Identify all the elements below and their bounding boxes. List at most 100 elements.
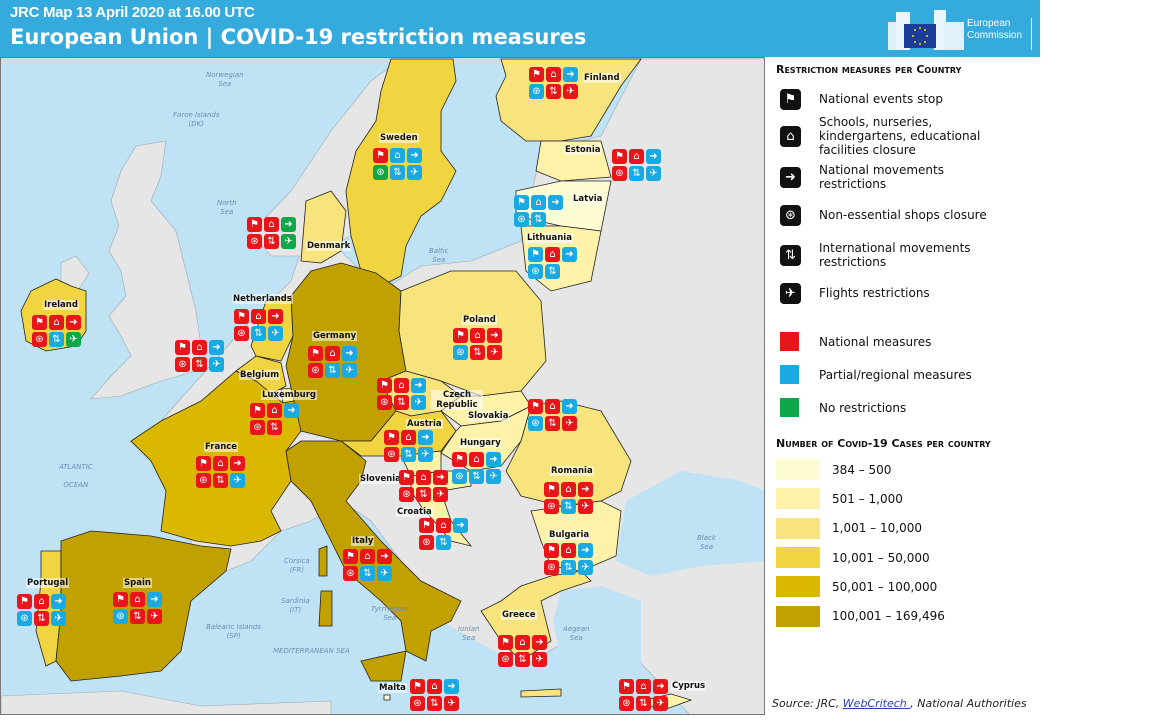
arrows-updown-icon: ⇅: [469, 469, 484, 484]
shop-icon: ⊛: [17, 611, 32, 626]
shop-icon: ⊛: [250, 420, 265, 435]
sea-label: Black Sea: [697, 534, 716, 551]
shop-icon: ⊛: [399, 487, 414, 502]
walking-person-icon: ➜: [578, 543, 593, 558]
color-swatch: [780, 365, 799, 384]
airplane-icon: ✈: [433, 487, 448, 502]
school-icon: ⌂: [545, 399, 560, 414]
events-icon: ⚑: [384, 430, 399, 445]
country-label-denmark: Denmark: [306, 241, 352, 251]
school-icon: ⌂: [213, 456, 228, 471]
arrows-updown-icon: ⇅: [561, 560, 576, 575]
airplane-icon: ✈: [653, 696, 668, 711]
measures-croatia: ⚑ ⌂ ➜ ⊛ ⇅: [419, 518, 468, 550]
legend-status-national: National measures: [776, 325, 1046, 358]
walking-person-icon: ➜: [532, 635, 547, 650]
school-icon: ⌂: [360, 549, 375, 564]
school-icon: ⌂: [49, 315, 64, 330]
country-label-france: France: [204, 442, 239, 452]
airplane-icon: ✈: [487, 345, 502, 360]
arrows-updown-icon: ⇅: [325, 363, 340, 378]
walking-person-icon: ➜: [51, 594, 66, 609]
legend-label: International movements restrictions: [819, 241, 971, 269]
measures-latvia: ⚑ ⌂ ➜ ⊛ ⇅: [514, 195, 563, 227]
sea-label: Tyrrhenian Sea: [371, 605, 409, 622]
events-icon: ⚑: [528, 399, 543, 414]
measures-czech-republic: ⚑ ⌂ ➜ ⊛ ⇅ ✈: [377, 378, 426, 410]
measures-bulgaria: ⚑ ⌂ ➜ ⊛ ⇅ ✈: [544, 543, 593, 575]
measures-france: ⚑ ⌂ ➜ ⊛ ⇅ ✈: [196, 456, 245, 488]
walking-person-icon: ➜: [411, 378, 426, 393]
events-icon: ⚑: [619, 679, 634, 694]
sea-label: MEDITERRANEAN SEA: [273, 647, 350, 655]
color-swatch: [776, 517, 820, 539]
country-label-romania: Romania: [550, 466, 594, 476]
arrows-updown-icon: ⇅: [470, 345, 485, 360]
sea-label: Sardinia (IT): [281, 597, 310, 614]
events-icon: ⚑: [234, 309, 249, 324]
measures-slovakia: ⚑ ⌂ ➜ ⊛ ⇅ ✈: [528, 399, 577, 431]
measures-slovenia: ⚑ ⌂ ➜ ⊛ ⇅ ✈: [399, 470, 448, 502]
walking-person-icon: ➜: [487, 328, 502, 343]
arrows-updown-icon: ⇅: [780, 244, 801, 266]
school-icon: ⌂: [251, 309, 266, 324]
legend-item-events: ⚑ National events stop: [776, 85, 1046, 113]
european-commission-text: European Commission: [967, 18, 1023, 41]
page-title: European Union | COVID-19 restriction me…: [10, 25, 587, 49]
measures-lithuania: ⚑ ⌂ ➜ ⊛ ⇅: [528, 247, 577, 279]
measures-ireland: ⚑ ⌂ ➜ ⊛ ⇅ ✈: [32, 315, 81, 347]
country-label-germany: Germany: [312, 331, 358, 341]
school-icon: ⌂: [394, 378, 409, 393]
shop-icon: ⊛: [498, 652, 513, 667]
events-icon: ⚑: [410, 679, 425, 694]
events-icon: ⚑: [175, 340, 190, 355]
walking-person-icon: ➜: [563, 67, 578, 82]
measures-denmark: ⚑ ⌂ ➜ ⊛ ⇅ ✈: [247, 217, 296, 249]
sea-label: Balearic Islands (SP): [206, 623, 262, 640]
airplane-icon: ✈: [578, 499, 593, 514]
country-label-belgium: Belgium: [239, 370, 281, 380]
country-malta: [383, 694, 391, 701]
country-label-latvia: Latvia: [572, 194, 604, 204]
walking-person-icon: ➜: [578, 482, 593, 497]
measures-belgium: ⚑ ⌂ ➜ ⊛ ⇅ ✈: [175, 340, 224, 372]
measures-germany: ⚑ ⌂ ➜ ⊛ ⇅ ✈: [308, 346, 357, 378]
country-label-spain: Spain: [123, 578, 152, 588]
legend-cases-title: Number of Covid-19 Cases per country: [776, 437, 991, 450]
walking-person-icon: ➜: [230, 456, 245, 471]
walking-person-icon: ➜: [433, 470, 448, 485]
events-icon: ⚑: [17, 594, 32, 609]
measures-austria: ⚑ ⌂ ➜ ⊛ ⇅ ✈: [384, 430, 433, 462]
country-label-finland: Finland: [583, 73, 621, 83]
airplane-icon: ✈: [51, 611, 66, 626]
shop-icon: ⊛: [410, 696, 425, 711]
school-icon: ⌂: [470, 328, 485, 343]
legend-case-class: 100,001 – 169,496: [776, 601, 1046, 630]
color-swatch: [780, 398, 799, 417]
arrows-updown-icon: ⇅: [636, 696, 651, 711]
webcritech-link[interactable]: WebCritech: [842, 697, 911, 710]
airplane-icon: ✈: [230, 473, 245, 488]
school-icon: ⌂: [546, 67, 561, 82]
walking-person-icon: ➜: [342, 346, 357, 361]
country-label-czech-republic: Czech Republic: [431, 390, 483, 410]
country-label-hungary: Hungary: [459, 438, 502, 448]
country-label-malta: Malta: [378, 683, 407, 693]
measures-netherlands: ⚑ ⌂ ➜ ⊛ ⇅ ✈: [234, 309, 283, 341]
legend-label: National movements restrictions: [819, 163, 944, 191]
school-icon: ⌂: [390, 148, 405, 163]
legend-status-partial: Partial/regional measures: [776, 358, 1046, 391]
color-swatch: [776, 547, 820, 569]
sea-label: Baltic Sea: [429, 247, 449, 264]
country-label-croatia: Croatia: [396, 507, 433, 517]
events-icon: ⚑: [498, 635, 513, 650]
events-icon: ⚑: [453, 328, 468, 343]
color-swatch: [776, 488, 820, 510]
legend-label: Non-essential shops closure: [819, 208, 987, 222]
walking-person-icon: ➜: [453, 518, 468, 533]
walking-person-icon: ➜: [646, 149, 661, 164]
european-commission-logo: [886, 8, 1034, 52]
arrows-updown-icon: ⇅: [34, 611, 49, 626]
measures-estonia: ⚑ ⌂ ➜ ⊛ ⇅ ✈: [612, 149, 661, 181]
country-label-poland: Poland: [462, 315, 497, 325]
